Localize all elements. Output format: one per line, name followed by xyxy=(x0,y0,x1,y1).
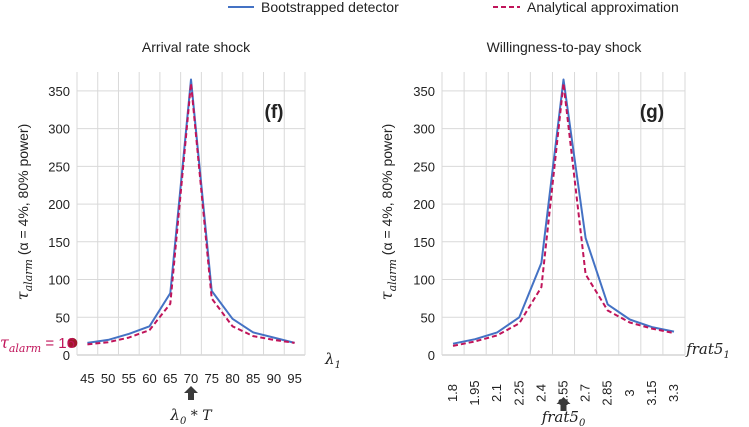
chart-panel-arrival-rate: 0 50 100 150 200 250 300 350 45 50 55 60 65 70 75 80 85 9… xyxy=(13,39,341,427)
y-axis-label: τalarm (α = 4%, 80% power) xyxy=(377,124,399,301)
x-axis-end-label: λ1 xyxy=(324,350,341,371)
x-tick-label: 2.85 xyxy=(600,380,615,405)
chart-panel-willingness-to-pay: 0 50 100 150 200 250 300 350 1.8 1.95 2.1 2.25 2.4 2.… xyxy=(377,39,730,427)
y-tick-label: 200 xyxy=(413,197,435,212)
y-tick-label: 300 xyxy=(48,122,70,137)
legend-label-1: Bootstrapped detector xyxy=(261,0,399,15)
series-bootstrapped-line xyxy=(452,78,675,345)
x-tick-label: 90 xyxy=(267,371,281,386)
x-tick-label: 95 xyxy=(287,371,301,386)
annotations: τalarm = 16 xyxy=(0,333,78,355)
legend: Bootstrapped detector Analytical approxim… xyxy=(228,0,679,15)
y-axis-label: τalarm (α = 4%, 80% power) xyxy=(13,124,35,301)
x-tick-label: 3.3 xyxy=(666,384,681,402)
series-bootstrapped-line xyxy=(87,78,295,344)
arrow-label: λ0 * T xyxy=(169,406,213,427)
x-tick-label: 2.7 xyxy=(578,384,593,402)
up-arrow-icon xyxy=(556,397,571,411)
y-tick-label: 150 xyxy=(48,235,70,250)
x-tick-label: 50 xyxy=(101,371,115,386)
x-tick-label: 2.1 xyxy=(489,384,504,402)
y-tick-label: 250 xyxy=(48,159,70,174)
panel-label: (f) xyxy=(265,102,284,123)
x-tick-label: 45 xyxy=(80,371,94,386)
legend-label-2: Analytical approximation xyxy=(527,0,679,15)
y-tick-label: 350 xyxy=(48,84,70,99)
y-tick-label: 200 xyxy=(48,197,70,212)
series-analytical-line xyxy=(452,82,675,347)
x-tick-label: 55 xyxy=(122,371,136,386)
tau-alarm-label: τalarm = 16 xyxy=(0,333,75,355)
y-tick-label: 150 xyxy=(413,235,435,250)
x-tick-label: 65 xyxy=(163,371,177,386)
chart-title: Arrival rate shock xyxy=(142,39,251,55)
x-axis-end-label: frat51 xyxy=(685,340,730,361)
series-analytical-line xyxy=(87,82,295,346)
tau-alarm-marker xyxy=(67,337,78,348)
x-tick-label: 3 xyxy=(622,389,637,396)
y-tick-label: 100 xyxy=(413,273,435,288)
x-tick-label: 2.25 xyxy=(511,380,526,405)
x-tick-label: 2.4 xyxy=(533,384,548,402)
panel-label: (g) xyxy=(640,102,664,123)
x-tick-label: 85 xyxy=(246,371,260,386)
x-tick-label: 1.8 xyxy=(445,384,460,402)
x-tick-label: 80 xyxy=(225,371,239,386)
x-tick-label: 2.55 xyxy=(556,380,571,405)
y-tick-label: 350 xyxy=(413,84,435,99)
y-tick-label: 50 xyxy=(421,310,435,325)
y-tick-label: 0 xyxy=(63,348,70,363)
chart-title: Willingness-to-pay shock xyxy=(487,39,643,55)
x-tick-label: 75 xyxy=(204,371,218,386)
y-tick-label: 100 xyxy=(48,273,70,288)
arrow-label: frat50 xyxy=(541,408,586,427)
y-tick-label: 300 xyxy=(413,122,435,137)
y-tick-label: 50 xyxy=(56,310,70,325)
y-tick-label: 250 xyxy=(413,159,435,174)
x-tick-label: 3.15 xyxy=(644,380,659,405)
y-tick-label: 0 xyxy=(428,348,435,363)
x-tick-label: 70 xyxy=(184,371,198,386)
x-tick-label: 1.95 xyxy=(467,380,482,405)
up-arrow-icon xyxy=(184,386,198,400)
x-tick-label: 60 xyxy=(142,371,156,386)
